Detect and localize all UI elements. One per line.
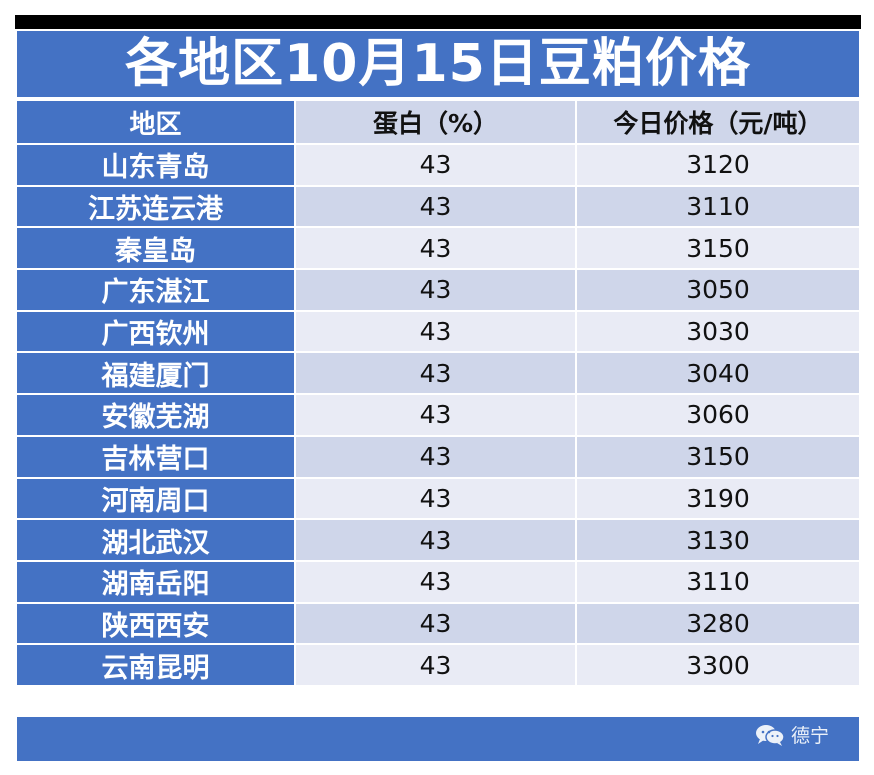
region-cell: 湖北武汉 xyxy=(17,520,296,560)
price-cell: 3280 xyxy=(577,603,859,644)
header-region: 地区 xyxy=(17,101,296,143)
region-cell: 安徽芜湖 xyxy=(17,395,296,435)
price-cell: 3050 xyxy=(577,270,859,310)
region-cell: 河南周口 xyxy=(17,478,296,519)
protein-cell: 43 xyxy=(296,561,577,602)
price-cell: 3120 xyxy=(577,145,859,185)
region-cell: 陕西西安 xyxy=(17,603,296,644)
price-cell: 3060 xyxy=(577,395,859,435)
table-row: 湖南岳阳 43 3110 xyxy=(17,561,859,604)
header-price: 今日价格（元/吨） xyxy=(577,101,859,143)
table-row: 秦皇岛 43 3150 xyxy=(17,228,859,271)
region-cell: 江苏连云港 xyxy=(17,186,296,227)
top-black-bar xyxy=(15,15,861,29)
price-cell: 3110 xyxy=(577,561,859,602)
protein-cell: 43 xyxy=(296,270,577,310)
region-cell: 福建厦门 xyxy=(17,353,296,394)
footer-bar: 德宁 xyxy=(17,717,859,761)
protein-cell: 43 xyxy=(296,645,577,685)
region-cell: 山东青岛 xyxy=(17,145,296,185)
table-row: 云南昆明 43 3300 xyxy=(17,645,859,687)
table-row: 广西钦州 43 3030 xyxy=(17,311,859,354)
price-cell: 3110 xyxy=(577,186,859,227)
table-row: 江苏连云港 43 3110 xyxy=(17,186,859,229)
header-protein: 蛋白（%） xyxy=(296,101,577,143)
protein-cell: 43 xyxy=(296,436,577,477)
title-bar: 各地区10月15日豆粕价格 xyxy=(17,31,859,97)
table-row: 河南周口 43 3190 xyxy=(17,478,859,521)
region-cell: 湖南岳阳 xyxy=(17,561,296,602)
protein-cell: 43 xyxy=(296,603,577,644)
table-row: 吉林营口 43 3150 xyxy=(17,436,859,479)
price-table-frame: 各地区10月15日豆粕价格 地区 蛋白（%） 今日价格（元/吨） 山东青岛 43 3… xyxy=(15,29,861,764)
price-cell: 3040 xyxy=(577,353,859,394)
region-cell: 广西钦州 xyxy=(17,311,296,352)
watermark-text: 德宁 xyxy=(790,725,829,747)
page-title: 各地区10月15日豆粕价格 xyxy=(125,34,751,94)
watermark: 德宁 xyxy=(755,721,829,748)
protein-cell: 43 xyxy=(296,478,577,519)
table-header-row: 地区 蛋白（%） 今日价格（元/吨） xyxy=(17,101,859,143)
table-row: 安徽芜湖 43 3060 xyxy=(17,395,859,437)
wechat-icon xyxy=(755,723,785,747)
table-row: 广东湛江 43 3050 xyxy=(17,270,859,312)
region-cell: 广东湛江 xyxy=(17,270,296,310)
table-row: 山东青岛 43 3120 xyxy=(17,145,859,187)
table-body: 山东青岛 43 3120 江苏连云港 43 3110 秦皇岛 43 3150 广东湛江 43 3050… xyxy=(17,145,859,687)
region-cell: 云南昆明 xyxy=(17,645,296,685)
protein-cell: 43 xyxy=(296,145,577,185)
protein-cell: 43 xyxy=(296,520,577,560)
table-row: 福建厦门 43 3040 xyxy=(17,353,859,396)
table-row: 陕西西安 43 3280 xyxy=(17,603,859,646)
price-cell: 3300 xyxy=(577,645,859,685)
region-cell: 吉林营口 xyxy=(17,436,296,477)
protein-cell: 43 xyxy=(296,311,577,352)
protein-cell: 43 xyxy=(296,353,577,394)
price-cell: 3150 xyxy=(577,228,859,269)
price-cell: 3150 xyxy=(577,436,859,477)
price-cell: 3190 xyxy=(577,478,859,519)
region-cell: 秦皇岛 xyxy=(17,228,296,269)
protein-cell: 43 xyxy=(296,186,577,227)
protein-cell: 43 xyxy=(296,228,577,269)
table-row: 湖北武汉 43 3130 xyxy=(17,520,859,562)
protein-cell: 43 xyxy=(296,395,577,435)
price-cell: 3030 xyxy=(577,311,859,352)
price-cell: 3130 xyxy=(577,520,859,560)
